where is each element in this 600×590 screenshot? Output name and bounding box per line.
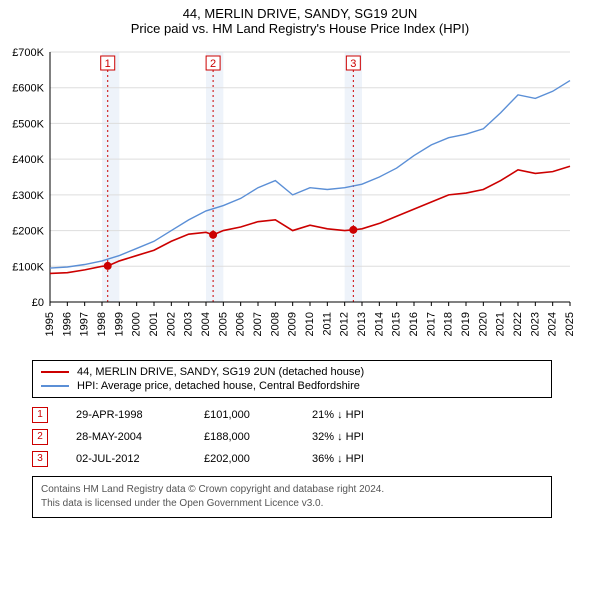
svg-text:£500K: £500K (12, 118, 44, 130)
table-row: 1 29-APR-1998 £101,000 21% ↓ HPI (32, 404, 590, 426)
svg-text:1997: 1997 (79, 312, 91, 336)
svg-text:2020: 2020 (477, 312, 489, 336)
sale-date: 02-JUL-2012 (76, 453, 176, 465)
sale-price: £188,000 (204, 431, 284, 443)
sale-marker-2: 2 (32, 429, 48, 445)
table-row: 3 02-JUL-2012 £202,000 36% ↓ HPI (32, 448, 590, 470)
svg-text:2022: 2022 (512, 312, 524, 336)
price-chart: £0 £100K £200K £300K £400K £500K £600K £700K 1 2 3… (0, 42, 580, 352)
legend-label: 44, MERLIN DRIVE, SANDY, SG19 2UN (detac… (77, 366, 364, 378)
svg-text:2012: 2012 (339, 312, 351, 336)
table-row: 2 28-MAY-2004 £188,000 32% ↓ HPI (32, 426, 590, 448)
svg-text:2006: 2006 (235, 312, 247, 336)
svg-text:£700K: £700K (12, 47, 44, 59)
svg-text:1999: 1999 (113, 312, 125, 336)
svg-text:2011: 2011 (321, 312, 333, 336)
chart-subtitle: Price paid vs. HM Land Registry's House … (0, 21, 600, 36)
sale-diff: 36% ↓ HPI (312, 453, 412, 465)
sale-date: 29-APR-1998 (76, 409, 176, 421)
svg-text:1: 1 (105, 58, 111, 70)
sale-marker-1: 1 (32, 407, 48, 423)
svg-text:2023: 2023 (529, 312, 541, 336)
svg-text:£600K: £600K (12, 83, 44, 95)
svg-text:2025: 2025 (564, 312, 576, 336)
svg-text:2010: 2010 (304, 312, 316, 336)
svg-text:2005: 2005 (217, 312, 229, 336)
sale-marker-3: 3 (32, 451, 48, 467)
sale-diff: 32% ↓ HPI (312, 431, 412, 443)
sale-price: £101,000 (204, 409, 284, 421)
footer-line: Contains HM Land Registry data © Crown c… (41, 483, 543, 497)
legend-label: HPI: Average price, detached house, Cent… (77, 380, 360, 392)
svg-text:2002: 2002 (165, 312, 177, 336)
svg-text:2000: 2000 (131, 312, 143, 336)
svg-text:2009: 2009 (287, 312, 299, 336)
legend: 44, MERLIN DRIVE, SANDY, SG19 2UN (detac… (32, 360, 552, 398)
svg-text:£200K: £200K (12, 226, 44, 238)
svg-text:1995: 1995 (44, 312, 56, 336)
svg-text:1998: 1998 (96, 312, 108, 336)
svg-text:2015: 2015 (391, 312, 403, 336)
svg-text:2: 2 (210, 58, 216, 70)
svg-text:2007: 2007 (252, 312, 264, 336)
legend-swatch-hpi (41, 385, 69, 387)
svg-text:2001: 2001 (148, 312, 160, 336)
legend-row: 44, MERLIN DRIVE, SANDY, SG19 2UN (detac… (41, 365, 543, 379)
svg-text:2024: 2024 (547, 312, 559, 336)
svg-text:2014: 2014 (373, 312, 385, 336)
svg-text:2017: 2017 (425, 312, 437, 336)
svg-text:2008: 2008 (269, 312, 281, 336)
chart-title: 44, MERLIN DRIVE, SANDY, SG19 2UN (0, 6, 600, 21)
svg-text:3: 3 (350, 58, 356, 70)
legend-row: HPI: Average price, detached house, Cent… (41, 379, 543, 393)
sale-diff: 21% ↓ HPI (312, 409, 412, 421)
chart-container: 44, MERLIN DRIVE, SANDY, SG19 2UN Price … (0, 6, 600, 518)
svg-text:2019: 2019 (460, 312, 472, 336)
footer-line: This data is licensed under the Open Gov… (41, 497, 543, 511)
svg-text:£0: £0 (32, 297, 44, 309)
svg-text:2013: 2013 (356, 312, 368, 336)
svg-text:2016: 2016 (408, 312, 420, 336)
svg-text:1996: 1996 (61, 312, 73, 336)
svg-text:2021: 2021 (495, 312, 507, 336)
sales-table: 1 29-APR-1998 £101,000 21% ↓ HPI 2 28-MA… (32, 404, 590, 470)
svg-text:£100K: £100K (12, 261, 44, 273)
sale-price: £202,000 (204, 453, 284, 465)
svg-text:2018: 2018 (443, 312, 455, 336)
footer-attribution: Contains HM Land Registry data © Crown c… (32, 476, 552, 518)
sale-date: 28-MAY-2004 (76, 431, 176, 443)
svg-text:2003: 2003 (183, 312, 195, 336)
svg-text:£300K: £300K (12, 190, 44, 202)
legend-swatch-property (41, 371, 69, 373)
svg-text:2004: 2004 (200, 312, 212, 336)
svg-text:£400K: £400K (12, 154, 44, 166)
